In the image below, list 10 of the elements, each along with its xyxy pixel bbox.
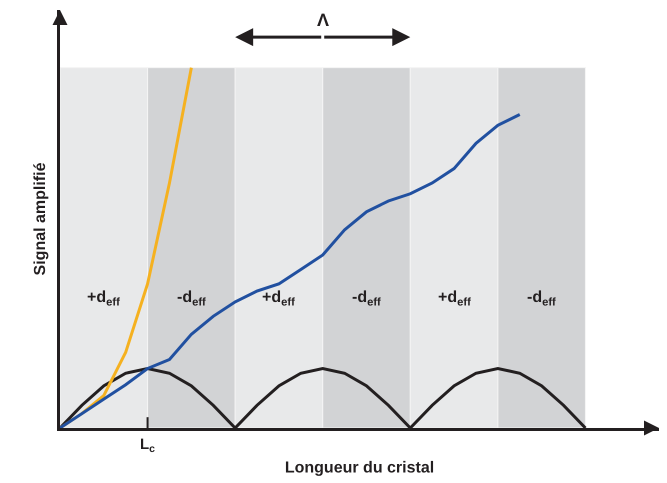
annotation: -d$_{eff}$ <box>527 289 556 308</box>
x-axis-title: Longueur du cristal <box>284 459 434 476</box>
annotation: -d$_{eff}$ <box>352 289 382 308</box>
annotation: +d$_{eff}$ <box>87 289 120 308</box>
text: L$_{c}$ <box>140 436 156 456</box>
y-axis-title: Signal amplifié <box>32 162 50 276</box>
annotation: +d$_{eff}$ <box>438 289 472 308</box>
text: Λ <box>317 10 330 30</box>
annotation: +d$_{eff}$ <box>262 289 296 308</box>
annotation: -d$_{eff}$ <box>177 289 206 308</box>
